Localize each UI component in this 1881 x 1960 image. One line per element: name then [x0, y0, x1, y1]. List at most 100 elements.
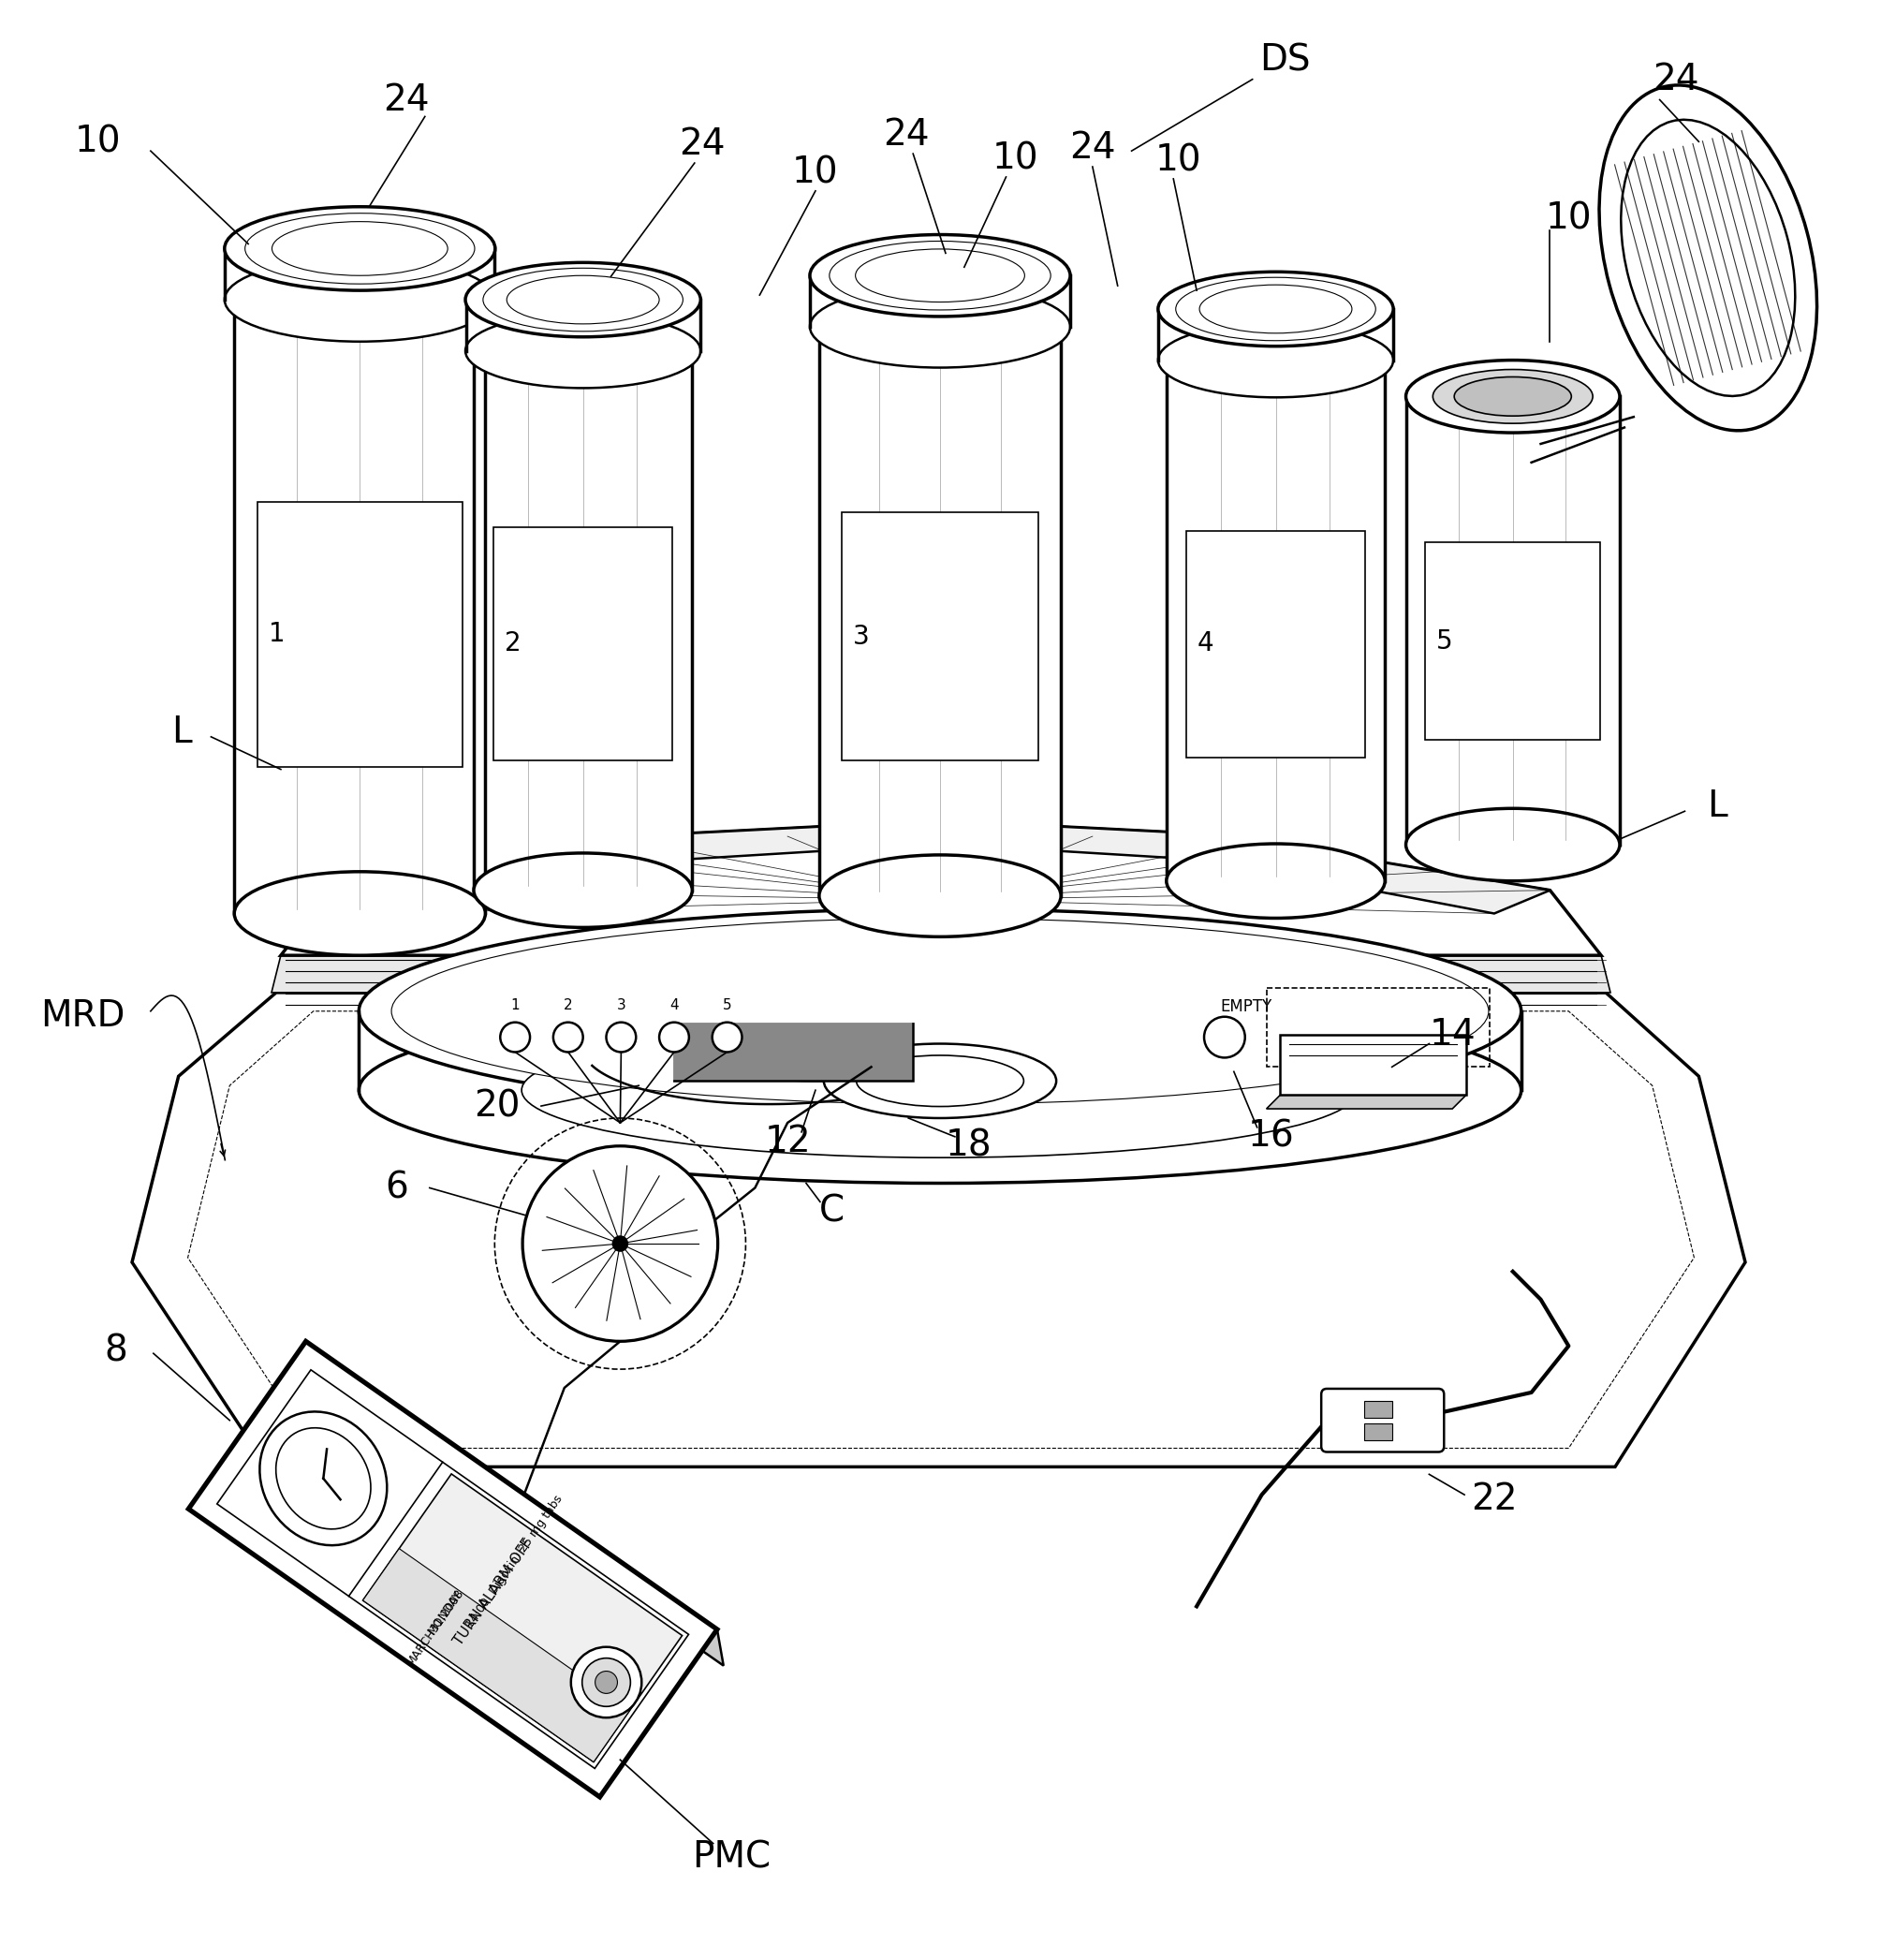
Text: 10: 10	[1546, 202, 1591, 237]
Text: 5: 5	[1437, 627, 1452, 655]
Circle shape	[613, 1237, 628, 1250]
Text: PMC: PMC	[692, 1840, 771, 1876]
Text: 20: 20	[474, 1088, 521, 1123]
Text: 1: 1	[510, 998, 519, 1013]
Text: MARCH31,2008: MARCH31,2008	[404, 1586, 466, 1668]
Text: 10: 10	[991, 141, 1038, 176]
Polygon shape	[258, 502, 463, 766]
Text: L: L	[1708, 788, 1727, 825]
Ellipse shape	[1159, 272, 1394, 347]
Ellipse shape	[1166, 843, 1384, 917]
Ellipse shape	[824, 1045, 1057, 1117]
Polygon shape	[1426, 543, 1601, 739]
Text: 24: 24	[384, 82, 429, 118]
Polygon shape	[235, 300, 485, 913]
Ellipse shape	[260, 1411, 387, 1544]
Polygon shape	[466, 300, 700, 351]
FancyBboxPatch shape	[672, 1021, 912, 1080]
Ellipse shape	[277, 1427, 371, 1529]
Text: 4: 4	[670, 998, 679, 1013]
Ellipse shape	[1433, 370, 1593, 423]
FancyBboxPatch shape	[1281, 1035, 1467, 1096]
Text: 2: 2	[564, 998, 572, 1013]
Text: 10: 10	[1155, 143, 1202, 178]
Ellipse shape	[465, 314, 700, 388]
Text: 18: 18	[946, 1129, 991, 1164]
Text: EMPTY: EMPTY	[1221, 998, 1272, 1015]
Text: 5: 5	[722, 998, 732, 1013]
Text: L: L	[171, 713, 192, 751]
FancyBboxPatch shape	[1364, 1423, 1392, 1441]
Text: MONDAY: MONDAY	[425, 1588, 465, 1637]
Polygon shape	[331, 821, 1550, 913]
Polygon shape	[474, 351, 692, 890]
Text: 24: 24	[884, 118, 929, 153]
Ellipse shape	[1599, 84, 1817, 431]
Circle shape	[500, 1023, 530, 1053]
Polygon shape	[271, 955, 1610, 992]
Text: 24: 24	[679, 127, 726, 163]
Text: 22: 22	[1471, 1482, 1518, 1517]
Ellipse shape	[811, 286, 1070, 368]
Ellipse shape	[1405, 808, 1620, 880]
FancyBboxPatch shape	[1364, 1401, 1392, 1417]
Polygon shape	[188, 1341, 717, 1797]
Ellipse shape	[1621, 120, 1794, 396]
Text: 10: 10	[75, 123, 120, 159]
Polygon shape	[811, 276, 1070, 327]
Ellipse shape	[465, 263, 700, 337]
Text: 14:00  Digoxin  25 mg tabs: 14:00 Digoxin 25 mg tabs	[465, 1494, 566, 1631]
Text: C: C	[820, 1194, 845, 1229]
Circle shape	[594, 1672, 617, 1693]
Ellipse shape	[224, 206, 495, 290]
Circle shape	[553, 1023, 583, 1053]
Ellipse shape	[359, 998, 1522, 1184]
Polygon shape	[132, 992, 1746, 1466]
Text: 24: 24	[1070, 129, 1115, 167]
Text: MRD: MRD	[40, 998, 124, 1033]
Ellipse shape	[1405, 361, 1620, 433]
Polygon shape	[1159, 310, 1392, 361]
Text: 10: 10	[792, 155, 839, 190]
Text: 24: 24	[1652, 61, 1699, 98]
Text: 4: 4	[1198, 631, 1213, 657]
Ellipse shape	[224, 259, 495, 341]
Ellipse shape	[811, 235, 1070, 316]
Polygon shape	[226, 249, 495, 300]
Text: 12: 12	[764, 1123, 811, 1158]
Text: DS: DS	[1260, 43, 1311, 78]
Polygon shape	[363, 1474, 683, 1762]
Circle shape	[523, 1147, 719, 1341]
Polygon shape	[818, 327, 1061, 896]
Text: 14: 14	[1430, 1017, 1475, 1053]
Polygon shape	[363, 1548, 630, 1762]
Text: 3: 3	[852, 623, 869, 649]
Circle shape	[572, 1646, 641, 1717]
Ellipse shape	[359, 909, 1522, 1113]
Polygon shape	[280, 821, 1601, 955]
Text: TURN ALARM OFF: TURN ALARM OFF	[451, 1537, 536, 1648]
Text: 2: 2	[504, 631, 521, 657]
Ellipse shape	[474, 853, 692, 927]
Ellipse shape	[521, 1023, 1358, 1158]
Polygon shape	[307, 1341, 724, 1666]
Polygon shape	[1405, 396, 1620, 845]
Circle shape	[658, 1023, 688, 1053]
Polygon shape	[1166, 361, 1384, 880]
Text: 3: 3	[617, 998, 626, 1013]
FancyBboxPatch shape	[1320, 1390, 1445, 1452]
Ellipse shape	[391, 917, 1488, 1103]
Ellipse shape	[818, 855, 1061, 937]
Text: 1: 1	[269, 621, 286, 647]
Polygon shape	[1266, 1096, 1467, 1109]
Ellipse shape	[856, 1054, 1023, 1107]
Text: 8: 8	[105, 1333, 128, 1368]
Circle shape	[713, 1023, 741, 1053]
Polygon shape	[1187, 531, 1366, 757]
Circle shape	[606, 1023, 636, 1053]
Polygon shape	[493, 527, 672, 760]
Circle shape	[581, 1658, 630, 1707]
Ellipse shape	[1454, 376, 1571, 416]
Text: 16: 16	[1247, 1119, 1294, 1154]
Circle shape	[1204, 1017, 1245, 1058]
